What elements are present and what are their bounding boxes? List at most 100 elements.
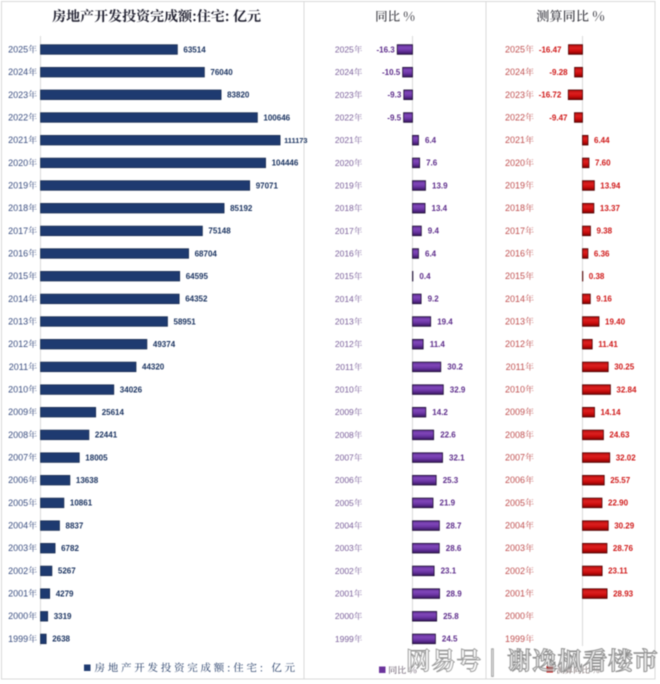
svg-text:2010: 2010 [8, 385, 28, 395]
svg-text:6.4: 6.4 [425, 136, 437, 145]
svg-text:2018: 2018 [505, 203, 525, 213]
svg-text:6.4: 6.4 [425, 249, 437, 258]
svg-text:19.40: 19.40 [605, 317, 626, 326]
svg-text:2015: 2015 [8, 271, 28, 281]
svg-text:-9.47: -9.47 [549, 113, 568, 122]
svg-text:-9.5: -9.5 [387, 113, 401, 122]
svg-text:2021: 2021 [335, 135, 354, 145]
svg-text:75148: 75148 [208, 227, 231, 236]
svg-text:6782: 6782 [61, 544, 79, 553]
svg-text:13.4: 13.4 [432, 204, 448, 213]
svg-text:7.6: 7.6 [426, 159, 438, 168]
svg-text:24.63: 24.63 [609, 431, 630, 440]
svg-text:2016: 2016 [8, 249, 28, 259]
svg-text:104446: 104446 [272, 159, 299, 168]
svg-text:11.41: 11.41 [598, 340, 618, 349]
svg-text:2013: 2013 [8, 317, 28, 327]
svg-text:2024: 2024 [8, 67, 28, 77]
svg-text:21.9: 21.9 [440, 499, 456, 508]
svg-text:2011: 2011 [9, 362, 28, 372]
svg-text:2001: 2001 [505, 589, 525, 599]
svg-text:34026: 34026 [120, 385, 143, 394]
svg-text:2022: 2022 [505, 113, 525, 123]
svg-text:14.2: 14.2 [432, 408, 448, 417]
svg-text:2007: 2007 [8, 453, 28, 463]
svg-text:2023: 2023 [8, 90, 28, 100]
svg-text:2018: 2018 [8, 203, 28, 213]
svg-text:13.94: 13.94 [600, 181, 621, 190]
svg-text:2010: 2010 [505, 385, 525, 395]
svg-text:2004: 2004 [505, 521, 525, 531]
svg-text:-10.5: -10.5 [382, 68, 401, 77]
svg-text:7.60: 7.60 [595, 159, 611, 168]
svg-text:6.36: 6.36 [594, 249, 610, 258]
svg-text:18005: 18005 [85, 453, 108, 462]
svg-text:2000: 2000 [8, 611, 28, 621]
svg-text:2013: 2013 [335, 317, 354, 327]
svg-text:13.9: 13.9 [432, 181, 448, 190]
svg-text:-16.47: -16.47 [539, 45, 562, 54]
svg-text:-9.3: -9.3 [388, 91, 402, 100]
svg-text:-16.3: -16.3 [376, 45, 395, 54]
svg-text:22.6: 22.6 [440, 431, 456, 440]
svg-text:5267: 5267 [58, 567, 76, 576]
svg-text:3319: 3319 [54, 612, 72, 621]
svg-text:23.1: 23.1 [441, 567, 457, 576]
svg-text:28.7: 28.7 [446, 521, 462, 530]
svg-text:-16.72: -16.72 [539, 91, 562, 100]
svg-text:25614: 25614 [102, 408, 125, 417]
svg-text:2024: 2024 [335, 67, 354, 77]
svg-text:100646: 100646 [263, 113, 290, 122]
svg-text:32.1: 32.1 [449, 453, 465, 462]
svg-text:2015: 2015 [335, 271, 354, 281]
svg-text:30.2: 30.2 [447, 363, 463, 372]
svg-text:10861: 10861 [70, 499, 93, 508]
svg-text:2016: 2016 [335, 249, 354, 259]
svg-text:64352: 64352 [185, 295, 208, 304]
svg-text:2009: 2009 [505, 407, 525, 417]
svg-text:2019: 2019 [505, 181, 525, 191]
svg-text:2014: 2014 [335, 294, 354, 304]
svg-text:2013: 2013 [505, 317, 525, 327]
svg-text:2000: 2000 [335, 611, 354, 621]
svg-text:2004: 2004 [8, 521, 28, 531]
svg-text:30.29: 30.29 [614, 521, 635, 530]
svg-text:83820: 83820 [227, 91, 250, 100]
svg-text:97071: 97071 [256, 181, 279, 190]
svg-text:2021: 2021 [505, 135, 525, 145]
svg-text:58951: 58951 [174, 317, 197, 326]
svg-text:2009: 2009 [335, 407, 354, 417]
svg-text:2005: 2005 [335, 498, 354, 508]
svg-text:2002: 2002 [335, 566, 354, 576]
svg-text:64595: 64595 [186, 272, 209, 281]
svg-text:25.8: 25.8 [443, 612, 459, 621]
svg-text:11.4: 11.4 [430, 340, 446, 349]
svg-text:2023: 2023 [335, 90, 354, 100]
svg-text:2006: 2006 [8, 475, 28, 485]
svg-text:2017: 2017 [335, 226, 354, 236]
svg-text:13638: 13638 [76, 476, 99, 485]
svg-text:28.6: 28.6 [446, 544, 462, 553]
svg-text:2002: 2002 [505, 566, 525, 576]
svg-text:2011: 2011 [506, 362, 525, 372]
svg-text:25.3: 25.3 [443, 476, 459, 485]
svg-text:2005: 2005 [8, 498, 28, 508]
svg-text:32.02: 32.02 [616, 453, 637, 462]
svg-text:2012: 2012 [335, 339, 354, 349]
svg-text:2023: 2023 [505, 90, 525, 100]
svg-text:30.25: 30.25 [614, 363, 635, 372]
svg-text:4279: 4279 [56, 589, 74, 598]
svg-text:25.57: 25.57 [610, 476, 631, 485]
svg-text:2007: 2007 [335, 453, 354, 463]
svg-text:2638: 2638 [52, 635, 70, 644]
svg-text:2019: 2019 [335, 181, 354, 191]
svg-text:9.38: 9.38 [597, 227, 613, 236]
svg-text:9.2: 9.2 [428, 295, 440, 304]
svg-text:2005: 2005 [505, 498, 525, 508]
svg-text:111173: 111173 [284, 136, 307, 145]
svg-text:-9.28: -9.28 [549, 68, 568, 77]
svg-text:2018: 2018 [335, 203, 354, 213]
svg-text:9.4: 9.4 [428, 227, 440, 236]
svg-text:2001: 2001 [335, 589, 354, 599]
svg-text:13.37: 13.37 [600, 204, 621, 213]
